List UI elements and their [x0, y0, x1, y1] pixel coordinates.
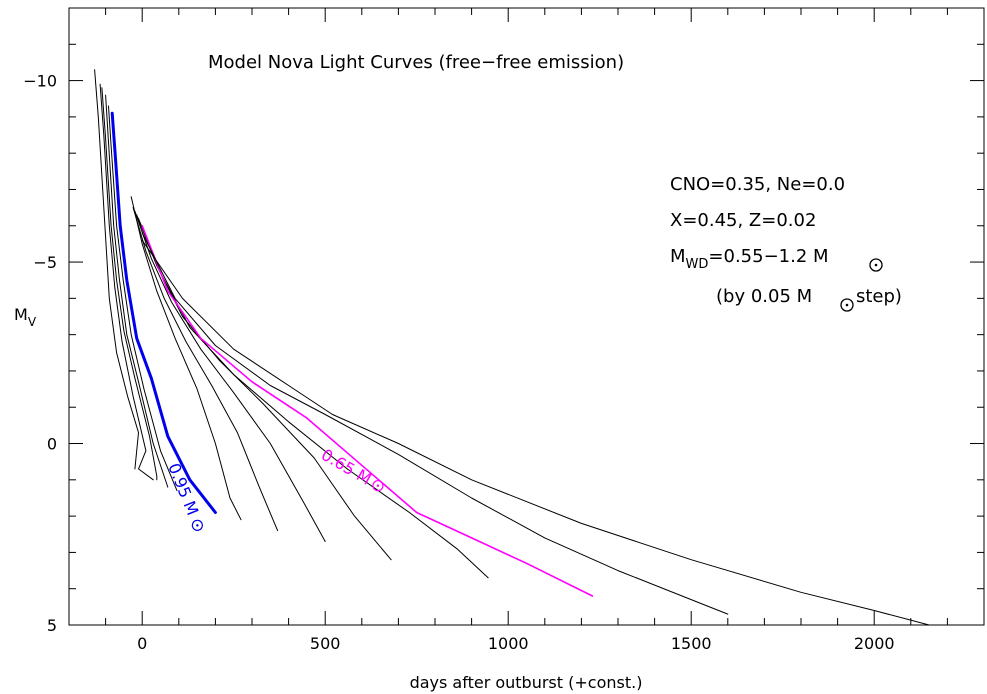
annotation-step-a: (by 0.05 M [716, 286, 812, 307]
x-tick-label: 1000 [488, 634, 529, 653]
series-line-7 [130, 196, 242, 521]
plot-frame [68, 7, 985, 626]
y-tick-label: 0 [47, 435, 57, 454]
series-line-11 [138, 218, 489, 579]
label-065-group: 0.65 M [318, 445, 384, 492]
y-tick-label: 5 [47, 616, 57, 635]
x-axis-tick-labels: 0 500 1000 1500 2000 [137, 634, 894, 653]
sun-symbol-icon [372, 480, 384, 492]
y-tick-label: −10 [23, 72, 57, 91]
x-axis-ticks [68, 8, 985, 625]
sun-symbol-icon [840, 298, 854, 312]
series-line-8 [132, 207, 279, 532]
series-line-12 [141, 225, 594, 597]
series-line-1 [94, 69, 139, 470]
annotation-abundance: X=0.45, Z=0.02 [670, 210, 816, 231]
series-line-5 [108, 105, 178, 492]
series-line-13 [141, 232, 729, 615]
y-axis-tick-labels: −10 −5 0 5 [23, 72, 57, 635]
y-axis-ticks [69, 7, 984, 626]
series-line-2 [99, 83, 154, 481]
series-lines [94, 69, 930, 626]
annotation-mass-range: MWD=0.55−1.2 M [670, 246, 829, 272]
x-tick-label: 1500 [671, 634, 712, 653]
sun-symbol-icon [191, 519, 203, 531]
series-line-10 [136, 214, 392, 561]
x-tick-label: 0 [137, 634, 147, 653]
x-tick-label: 2000 [854, 634, 895, 653]
x-tick-label: 500 [310, 634, 341, 653]
series-line-14 [141, 239, 930, 626]
sun-symbol-icon [869, 258, 883, 272]
series-line-9 [134, 210, 326, 542]
series-line-4 [105, 94, 169, 488]
y-axis-label: MV [14, 305, 37, 329]
y-tick-label: −5 [33, 253, 57, 272]
y-axis-label-sub: V [28, 315, 37, 329]
x-axis-label: days after outburst (+const.) [410, 673, 643, 692]
y-axis-label-main: M [14, 305, 28, 324]
series-line-6 [110, 111, 217, 514]
annotation-composition: CNO=0.35, Ne=0.0 [670, 174, 845, 195]
chart-title: Model Nova Light Curves (free−free emiss… [208, 52, 624, 73]
annotation-mass-rest: =0.55−1.2 M [708, 246, 828, 267]
annotation-mass-main: M [670, 246, 686, 267]
series-line-3 [101, 87, 158, 481]
annotation-step-b: step) [856, 286, 902, 307]
annotation-mass-sub: WD [686, 257, 709, 272]
